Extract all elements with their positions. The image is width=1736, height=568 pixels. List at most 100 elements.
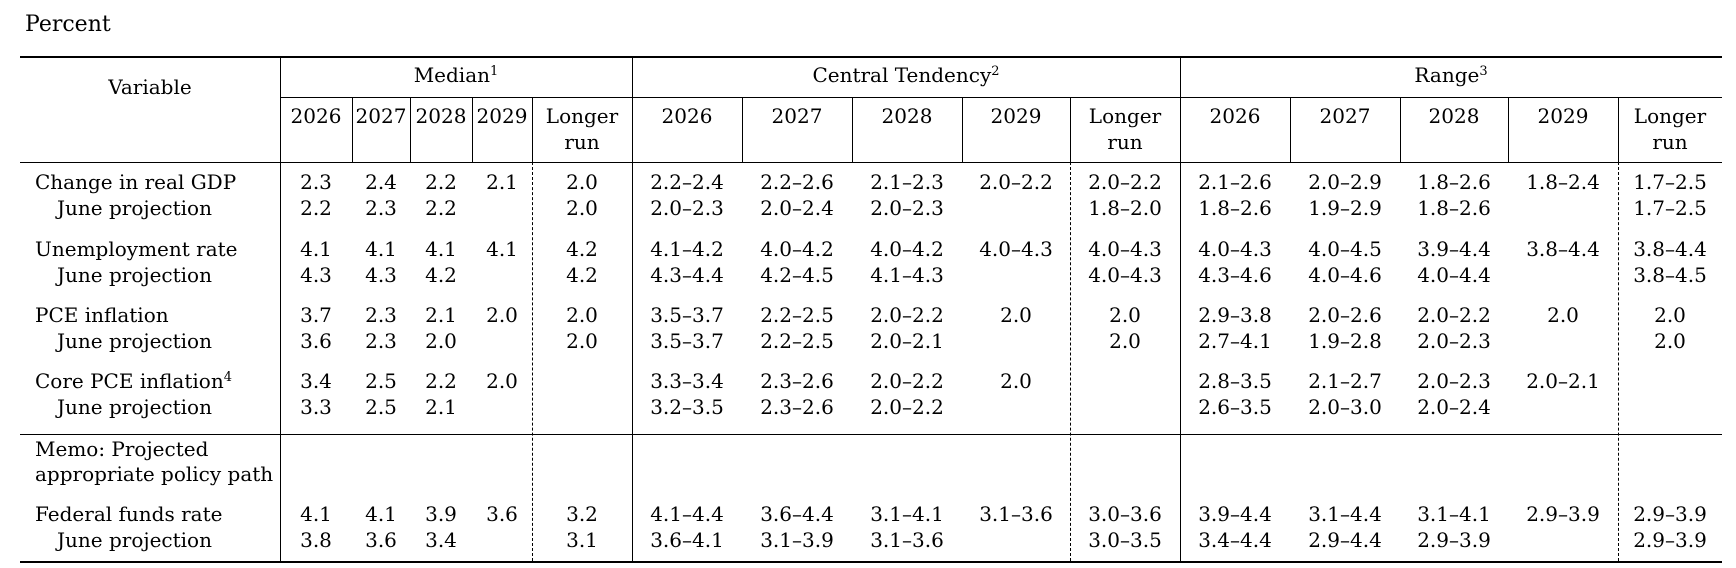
median-cell: 3.6 xyxy=(365,528,397,552)
table-bottom-rule xyxy=(20,561,1722,563)
row-label: Unemployment rate xyxy=(35,236,280,262)
median-cell: 2.0 xyxy=(486,369,518,393)
variable-header: Variable xyxy=(108,75,192,99)
median-cell: 4.2 xyxy=(566,263,598,287)
median-cell: 2.2 xyxy=(425,369,457,393)
central-cell: 3.5–3.7 xyxy=(650,303,724,327)
central-cell: 2.0 xyxy=(1109,303,1141,327)
footnote-marker: 3 xyxy=(1479,64,1488,79)
year-header: 2026 xyxy=(1209,104,1261,128)
group-divider xyxy=(1180,56,1181,561)
row-label: Core PCE inflation4 xyxy=(35,368,280,394)
central-cell: 3.0–3.5 xyxy=(1088,528,1162,552)
median-cell: 2.3 xyxy=(300,170,332,194)
range-cell: 3.9–4.4 xyxy=(1417,237,1491,261)
central-cell: 2.0 xyxy=(1109,329,1141,353)
median-cell: 3.1 xyxy=(566,528,598,552)
footnote-marker: 2 xyxy=(991,64,1000,79)
longer-run-header: run xyxy=(1652,130,1688,154)
median-cell: 2.2 xyxy=(425,196,457,220)
central-cell: 3.1–4.1 xyxy=(870,502,944,526)
group-header-label: Range xyxy=(1414,63,1480,87)
year-column-divider xyxy=(1070,97,1071,162)
range-cell: 2.0–2.9 xyxy=(1308,170,1382,194)
range-cell: 3.1–4.1 xyxy=(1417,502,1491,526)
row-label-june-projection: June projection xyxy=(57,527,280,553)
longer-run-header: Longer xyxy=(1088,104,1162,128)
longer-run-divider xyxy=(1618,162,1619,561)
central-cell: 3.6–4.4 xyxy=(760,502,834,526)
central-cell: 1.8–2.0 xyxy=(1088,196,1162,220)
median-cell: 3.3 xyxy=(300,395,332,419)
year-column-divider xyxy=(532,97,533,162)
central-cell: 2.0–2.2 xyxy=(1088,170,1162,194)
row-label-text: Federal funds rate xyxy=(35,502,223,526)
median-cell: 2.1 xyxy=(425,303,457,327)
range-cell: 3.8–4.5 xyxy=(1633,263,1707,287)
central-cell: 2.1–2.3 xyxy=(870,170,944,194)
central-cell: 2.0–2.2 xyxy=(979,170,1053,194)
memo-separator-rule xyxy=(20,434,1722,435)
central-cell: 4.0–4.3 xyxy=(979,237,1053,261)
range-cell: 2.0–2.2 xyxy=(1417,303,1491,327)
range-cell: 4.0–4.4 xyxy=(1417,263,1491,287)
range-cell: 2.0 xyxy=(1547,303,1579,327)
central-cell: 3.1–3.6 xyxy=(870,528,944,552)
median-cell: 2.1 xyxy=(425,395,457,419)
range-cell: 2.1–2.7 xyxy=(1308,369,1382,393)
range-cell: 3.1–4.4 xyxy=(1308,502,1382,526)
year-header: 2026 xyxy=(290,104,342,128)
range-cell: 4.0–4.3 xyxy=(1198,237,1272,261)
central-cell: 4.1–4.4 xyxy=(650,502,724,526)
central-cell: 2.3–2.6 xyxy=(760,369,834,393)
range-cell: 4.3–4.6 xyxy=(1198,263,1272,287)
central-cell: 4.2–4.5 xyxy=(760,263,834,287)
median-cell: 2.0 xyxy=(425,329,457,353)
range-cell: 1.9–2.9 xyxy=(1308,196,1382,220)
year-header: 2028 xyxy=(881,104,933,128)
range-cell: 3.4–4.4 xyxy=(1198,528,1272,552)
year-header: 2027 xyxy=(1319,104,1371,128)
median-cell: 3.9 xyxy=(425,502,457,526)
row-label-june-projection: June projection xyxy=(57,394,280,420)
central-cell: 2.0–2.2 xyxy=(870,395,944,419)
year-header: 2029 xyxy=(1537,104,1589,128)
median-cell: 2.5 xyxy=(365,369,397,393)
range-cell: 3.8–4.4 xyxy=(1633,237,1707,261)
year-header: 2027 xyxy=(355,104,407,128)
median-cell: 2.2 xyxy=(300,196,332,220)
central-cell: 2.2–2.5 xyxy=(760,329,834,353)
range-cell: 3.9–4.4 xyxy=(1198,502,1272,526)
central-cell: 3.0–3.6 xyxy=(1088,502,1162,526)
median-cell: 4.1 xyxy=(300,502,332,526)
median-cell: 2.1 xyxy=(486,170,518,194)
row-label: PCE inflation xyxy=(35,302,280,328)
memo-label: Memo: Projected xyxy=(35,437,209,461)
year-column-divider xyxy=(852,97,853,162)
central-cell: 2.0–2.3 xyxy=(650,196,724,220)
longer-run-header: Longer xyxy=(1633,104,1707,128)
median-cell: 4.1 xyxy=(365,502,397,526)
median-cell: 4.3 xyxy=(300,263,332,287)
central-cell: 4.1–4.3 xyxy=(870,263,944,287)
range-cell: 2.9–3.9 xyxy=(1417,528,1491,552)
unit-label: Percent xyxy=(25,12,111,37)
central-cell: 2.0–2.2 xyxy=(870,303,944,327)
row-label-june-projection: June projection xyxy=(57,195,280,221)
row-label-text: June projection xyxy=(57,528,212,552)
median-cell: 2.0 xyxy=(566,303,598,327)
range-cell: 2.0–2.4 xyxy=(1417,395,1491,419)
range-cell: 2.9–3.9 xyxy=(1633,528,1707,552)
range-cell: 2.0–2.3 xyxy=(1417,329,1491,353)
year-column-divider xyxy=(472,97,473,162)
table-top-rule xyxy=(20,56,1722,58)
range-cell: 2.9–3.8 xyxy=(1198,303,1272,327)
range-cell: 4.0–4.6 xyxy=(1308,263,1382,287)
range-cell: 2.1–2.6 xyxy=(1198,170,1272,194)
median-cell: 2.0 xyxy=(566,170,598,194)
range-cell: 1.7–2.5 xyxy=(1633,170,1707,194)
range-cell: 1.8–2.6 xyxy=(1417,170,1491,194)
central-cell: 2.0–2.2 xyxy=(870,369,944,393)
group-header-rule xyxy=(280,97,1722,98)
year-column-divider xyxy=(742,97,743,162)
